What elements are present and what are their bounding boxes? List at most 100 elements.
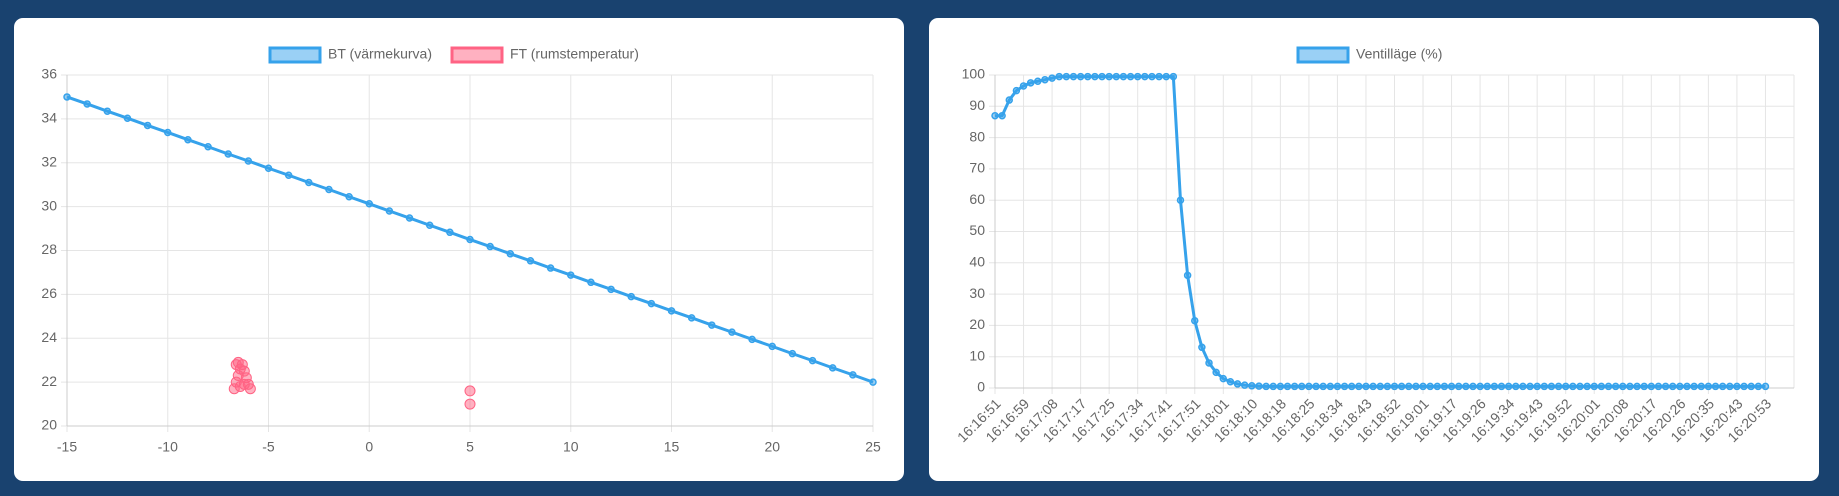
point [1062,72,1071,81]
point [103,107,112,115]
point [567,271,575,279]
point [1105,72,1113,81]
legend-swatch [450,46,504,64]
point [1590,382,1598,391]
y-tick-label: 0 [977,379,985,395]
point [1034,77,1042,86]
point [1540,382,1549,391]
point [1162,72,1170,81]
point [1283,382,1292,391]
point [1647,382,1656,391]
point [1497,382,1506,391]
point [1262,382,1270,391]
point [1126,72,1135,81]
y-tick-label: 22 [41,373,57,389]
point [1519,382,1527,391]
point [1668,382,1677,391]
point [164,128,172,137]
point [1219,374,1228,383]
point [63,93,71,101]
point [385,207,394,215]
point [83,100,91,108]
point [1583,382,1591,391]
point [1112,72,1121,81]
point [1269,382,1277,391]
point [1333,382,1342,391]
point [1026,79,1035,87]
point [1604,382,1613,391]
point [1319,382,1327,391]
point [607,285,615,294]
point [1483,382,1491,391]
point [1248,382,1256,390]
point [748,335,756,344]
point [1226,377,1235,386]
legend-label: Ventilläge (%) [1356,46,1442,62]
point [1397,382,1406,391]
point [184,135,192,144]
point [204,142,212,151]
point [1362,382,1370,391]
point [1347,382,1356,391]
point [1055,72,1063,81]
point [1012,86,1021,95]
point [1661,382,1670,391]
point [869,378,877,386]
point [1761,382,1770,391]
point [1654,382,1663,391]
point [1212,368,1220,377]
point [1390,382,1399,391]
point [1597,382,1606,391]
x-tick-label: -15 [57,439,77,455]
point [828,364,837,372]
point [1561,382,1570,391]
point [405,214,414,222]
card [929,18,1819,481]
point [1412,382,1420,391]
point [1148,72,1156,81]
point [143,121,152,130]
x-tick-label: 10 [563,439,579,455]
point [466,235,474,244]
point [1119,72,1128,81]
x-tick-label: 15 [664,439,680,455]
point [1091,72,1099,81]
point [1298,382,1306,391]
y-tick-label: 30 [969,285,985,301]
y-tick-label: 70 [969,160,985,176]
point [1312,382,1320,391]
x-tick-label: -10 [158,439,178,455]
point [1619,382,1627,391]
point [305,178,313,187]
legend-label: BT (värmekurva) [328,46,432,62]
x-tick-label: 0 [365,439,373,455]
point [1512,382,1520,391]
point [1169,72,1178,81]
point [1305,382,1313,391]
point [1469,382,1477,391]
point [1369,382,1377,391]
point [788,349,797,358]
point [1676,382,1684,391]
card [14,18,904,481]
point [1462,382,1470,391]
y-tick-label: 100 [962,66,986,82]
point [1440,382,1449,391]
y-tick-label: 40 [969,254,985,270]
point [1697,382,1706,391]
point [1198,343,1206,352]
point [1176,196,1185,204]
x-tick-label: 5 [466,439,474,455]
point [1626,382,1634,391]
point [526,257,535,265]
point [1276,382,1285,391]
point [1376,382,1384,391]
point [667,307,676,315]
point [1611,382,1620,391]
point [687,314,696,322]
x-tick-label: 20 [764,439,780,455]
y-tick-label: 24 [41,329,57,345]
point [230,359,242,371]
